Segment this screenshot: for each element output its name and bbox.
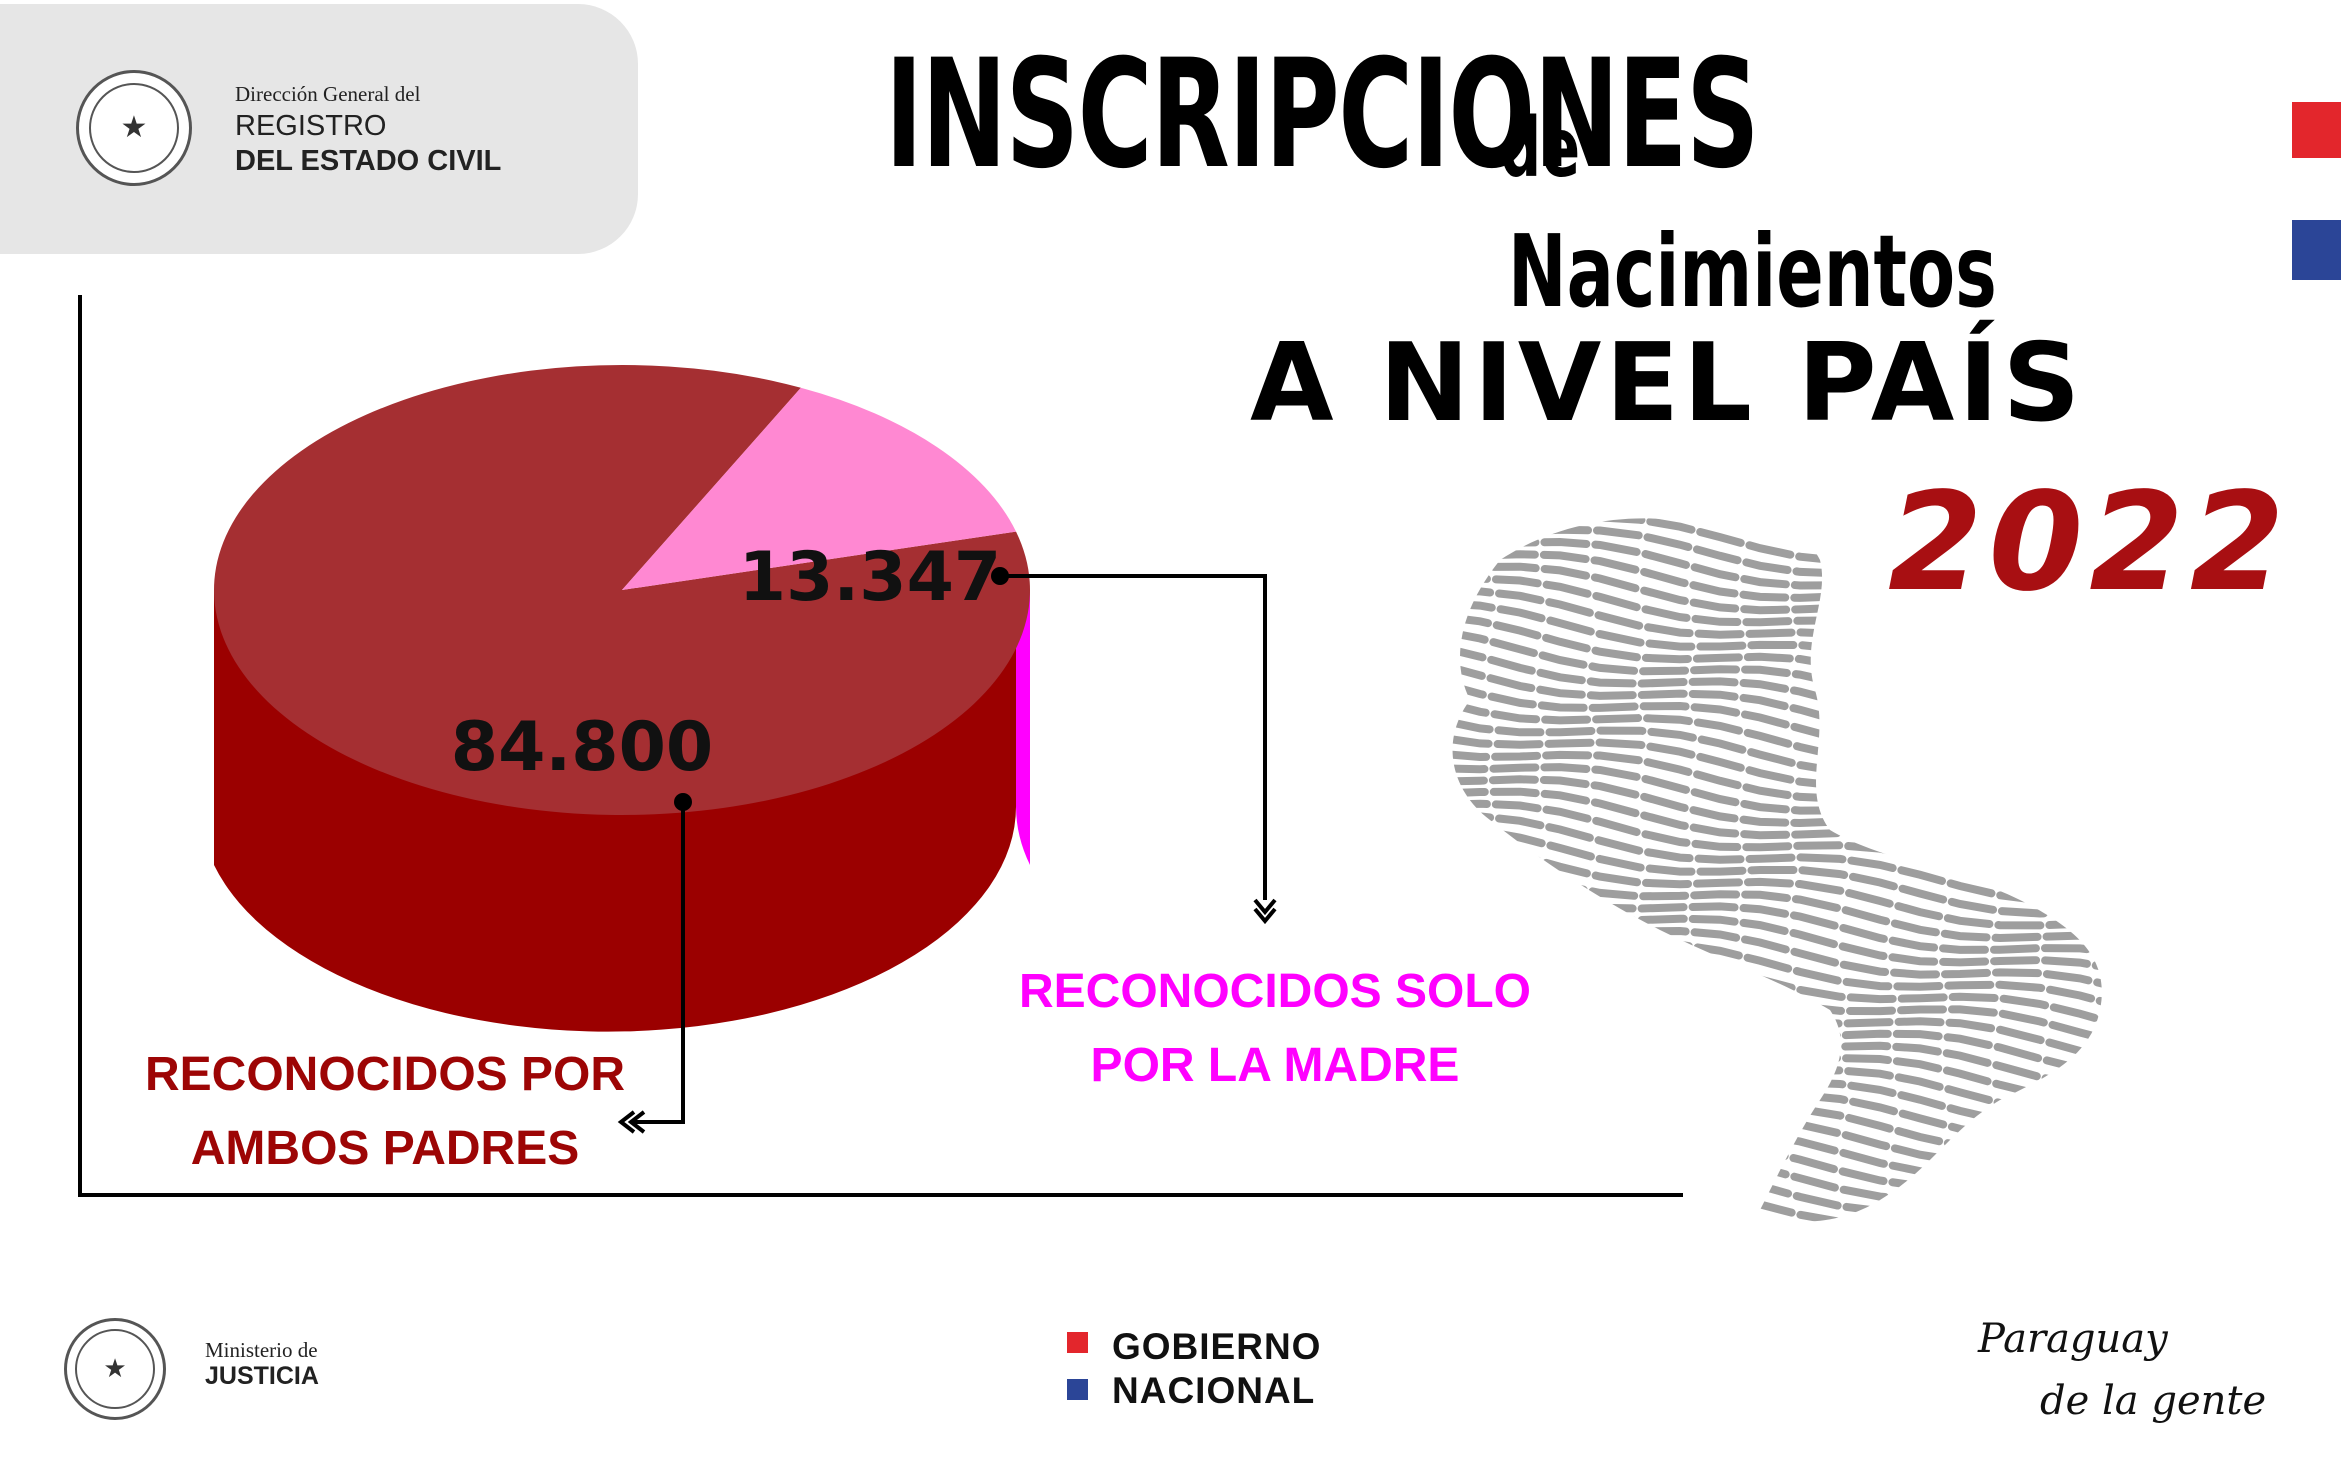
- slogan-line2: de la gente: [2040, 1378, 2267, 1424]
- gobierno-line2: NACIONAL: [1112, 1370, 1316, 1411]
- gob-red-square: [1067, 1332, 1088, 1353]
- flag-red-bar: [2292, 102, 2341, 158]
- org-line3: DEL ESTADO CIVIL: [235, 145, 502, 177]
- ministry-line1: Ministerio de: [205, 1338, 318, 1362]
- legend-label-madre-line2: POR LA MADRE: [1090, 1039, 1460, 1093]
- legend-label-ambos: RECONOCIDOS POR AMBOS PADRES: [130, 1038, 640, 1187]
- legend-label-madre-line1: RECONOCIDOS SOLO: [1018, 965, 1532, 1018]
- gobierno-line1: GOBIERNO: [1112, 1326, 1322, 1367]
- value-label-madre: 13.347: [739, 538, 1001, 617]
- ministry-line2: JUSTICIA: [205, 1362, 319, 1390]
- value-label-ambos: 84.800: [451, 708, 713, 787]
- leader-line-ambos: [632, 802, 685, 1124]
- fingerprint-map-icon: [1452, 518, 2102, 1222]
- ministry-seal-icon: ★: [64, 1318, 166, 1420]
- legend-label-ambos-line2: AMBOS PADRES: [190, 1122, 580, 1176]
- flag-blue-bar: [2292, 220, 2341, 280]
- title-de: de: [1500, 101, 1581, 196]
- org-line1: Dirección General del: [235, 82, 421, 106]
- title-nacimientos: Nacimientos: [1508, 213, 1997, 330]
- legend-label-madre: RECONOCIDOS SOLO POR LA MADRE: [1010, 955, 1540, 1104]
- arrow-chevron-icon: [617, 1110, 646, 1134]
- slogan-line1: Paraguay: [1978, 1316, 2168, 1362]
- org-line2: REGISTRO: [235, 110, 387, 142]
- slice-madre: [622, 387, 1017, 590]
- arrow-chevron-icon-2: [1253, 898, 1277, 925]
- title-main: INSCRIPCIONES: [885, 28, 1760, 202]
- legend-label-ambos-line1: RECONOCIDOS POR: [144, 1048, 626, 1101]
- gob-blue-square: [1067, 1379, 1088, 1400]
- leader-line-madre: [1000, 574, 1267, 900]
- seal-icon: ★: [76, 70, 192, 186]
- title-year: 2022: [1888, 464, 2291, 622]
- title-scope: A NIVEL PAÍS: [1250, 321, 2085, 446]
